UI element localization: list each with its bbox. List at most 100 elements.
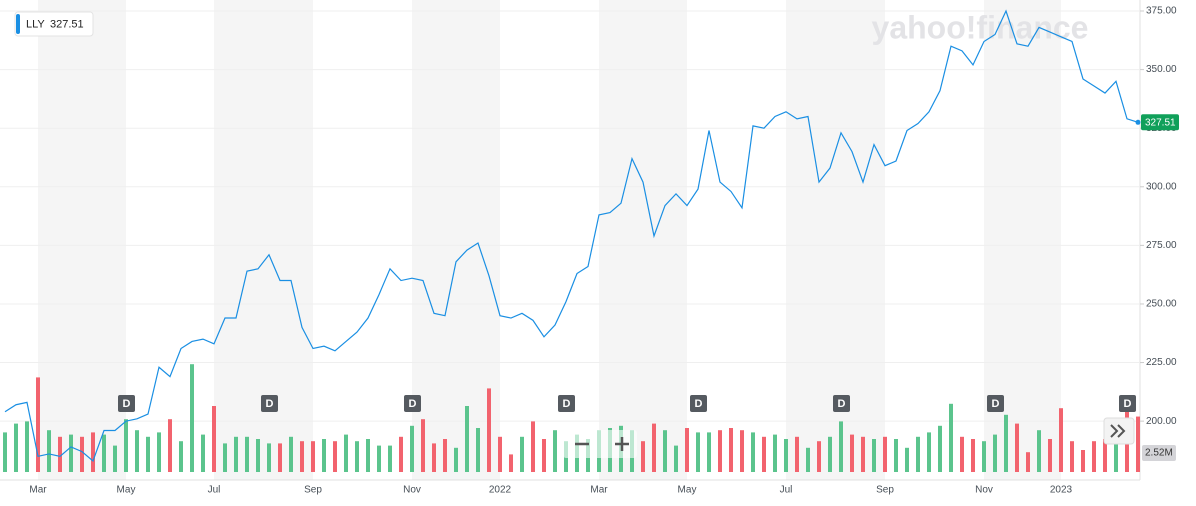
volume-bar xyxy=(3,432,7,472)
ticker-price: 327.51 xyxy=(50,18,84,30)
volume-bar xyxy=(113,445,117,472)
price-tag-label: 327.51 xyxy=(1145,117,1176,128)
volume-bar xyxy=(322,439,326,472)
price-tag xyxy=(1141,114,1179,131)
volume-bar xyxy=(157,432,161,472)
volume-bar xyxy=(223,443,227,472)
zoom-in[interactable] xyxy=(615,437,629,451)
x-tick-label: Sep xyxy=(304,485,322,496)
volume-bar xyxy=(366,439,370,472)
x-tick-label: May xyxy=(678,485,697,496)
volume-bar xyxy=(949,403,953,472)
volume-tag xyxy=(1142,445,1176,461)
volume-bar xyxy=(960,436,964,472)
volume-bar xyxy=(806,447,810,472)
y-tick-label: 350.00 xyxy=(1146,64,1177,75)
volume-bar xyxy=(498,436,502,472)
volume-bar xyxy=(872,439,876,472)
volume-bar xyxy=(784,439,788,472)
dividend-label: D xyxy=(992,398,1000,410)
dividend-label: D xyxy=(266,398,274,410)
volume-bar xyxy=(311,441,315,472)
x-tick-label: 2023 xyxy=(1050,485,1073,496)
volume-bar xyxy=(850,434,854,472)
volume-bar xyxy=(729,428,733,472)
volume-bar xyxy=(1004,414,1008,472)
volume-bar xyxy=(1114,434,1118,472)
volume-bar xyxy=(1059,408,1063,472)
volume-bar xyxy=(256,439,260,472)
dividend-label: D xyxy=(563,398,571,410)
volume-bar xyxy=(938,425,942,472)
volume-bar xyxy=(377,445,381,472)
volume-bar xyxy=(1103,439,1107,472)
x-tick-label: May xyxy=(117,485,136,496)
x-tick-label: Nov xyxy=(975,485,993,496)
volume-bar xyxy=(212,406,216,472)
volume-bar xyxy=(674,445,678,472)
volume-bar xyxy=(355,441,359,472)
x-tick-label: Nov xyxy=(403,485,421,496)
volume-bar xyxy=(333,441,337,472)
volume-bar xyxy=(421,419,425,472)
volume-bar xyxy=(520,436,524,472)
volume-bar xyxy=(817,441,821,472)
dividend-marker xyxy=(558,395,575,412)
volume-bar xyxy=(201,434,205,472)
volume-bar xyxy=(14,423,18,472)
volume-bar xyxy=(971,439,975,472)
volume-bar xyxy=(168,419,172,472)
volume-bar xyxy=(509,454,513,472)
volume-bar xyxy=(1015,423,1019,472)
last-point xyxy=(1135,119,1141,125)
y-tick-label: 275.00 xyxy=(1146,240,1177,251)
dividend-marker xyxy=(1119,395,1136,412)
volume-bar xyxy=(1081,450,1085,472)
volume-bar xyxy=(1070,441,1074,472)
volume-bar xyxy=(795,436,799,472)
y-tick-label: 200.00 xyxy=(1146,416,1177,427)
scroll-bg[interactable] xyxy=(1103,417,1135,445)
volume-bar xyxy=(839,421,843,472)
volume-bar xyxy=(1048,439,1052,472)
dividend-label: D xyxy=(123,398,131,410)
volume-bar xyxy=(905,447,909,472)
volume-bar xyxy=(1037,430,1041,472)
dividend-label: D xyxy=(838,398,846,410)
x-tick-label: Jul xyxy=(208,485,221,496)
volume-bar xyxy=(487,388,491,472)
volume-bar xyxy=(388,445,392,472)
volume-bar xyxy=(828,436,832,472)
ticker-badge xyxy=(14,11,94,37)
price-line xyxy=(4,9,1139,463)
scroll-button[interactable] xyxy=(1103,417,1135,445)
dividend-marker xyxy=(404,395,421,412)
month-band xyxy=(38,0,126,480)
dividend-marker xyxy=(261,395,278,412)
volume-bar xyxy=(696,432,700,472)
volume-bar xyxy=(762,436,766,472)
zoom-controls[interactable] xyxy=(563,430,637,458)
volume-bar xyxy=(47,430,51,472)
volume-bar xyxy=(102,434,106,472)
dividend-label: D xyxy=(695,398,703,410)
dividend-marker xyxy=(987,395,1004,412)
volume-bar xyxy=(993,434,997,472)
volume-bar xyxy=(58,436,62,472)
volume-bar xyxy=(399,436,403,472)
x-tick-label: 2022 xyxy=(489,485,512,496)
x-tick-label: Jul xyxy=(780,485,793,496)
volume-bar xyxy=(410,425,414,472)
month-band xyxy=(412,0,500,480)
y-tick-label: 225.00 xyxy=(1146,357,1177,368)
volume-bar xyxy=(267,443,271,472)
y-tick-label: 375.00 xyxy=(1146,6,1177,17)
ticker-color xyxy=(16,14,20,34)
volume-bar xyxy=(124,419,128,472)
volume-bar xyxy=(432,443,436,472)
volume-bar xyxy=(69,434,73,472)
volume-bar xyxy=(454,447,458,472)
volume-bar xyxy=(190,364,194,472)
volume-bar xyxy=(707,432,711,472)
